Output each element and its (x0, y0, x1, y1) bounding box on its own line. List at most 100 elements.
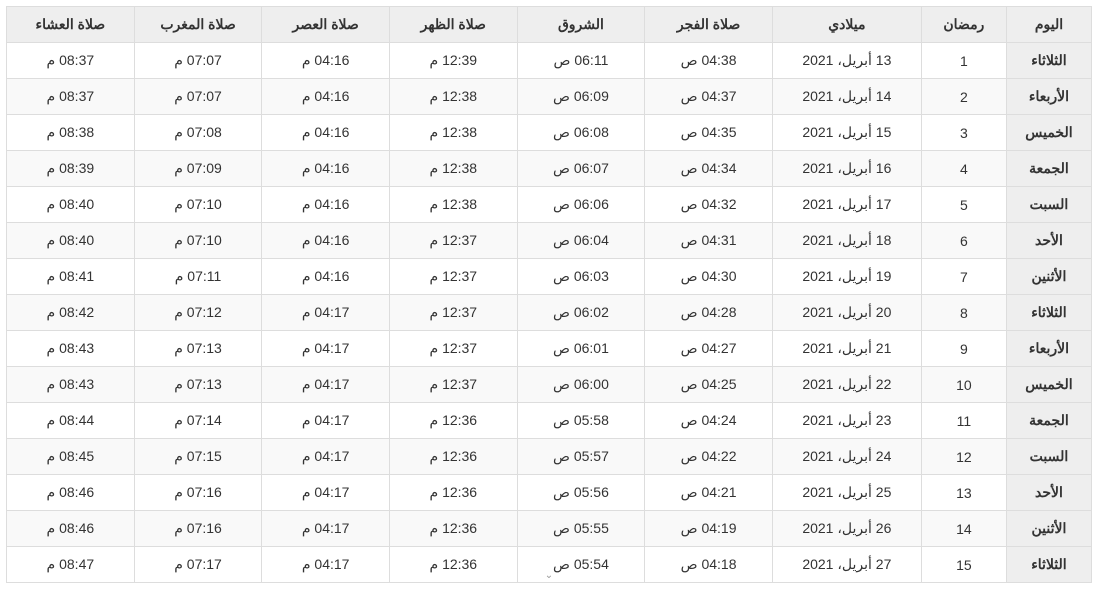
table-row: الثلاثاء113 أبريل، 202104:38 ص06:11 ص12:… (7, 43, 1092, 79)
table-cell: 04:17 م (262, 439, 390, 475)
table-cell: 20 أبريل، 2021 (772, 295, 921, 331)
table-cell: 04:17 م (262, 367, 390, 403)
table-cell: 04:30 ص (645, 259, 773, 295)
table-cell: 04:19 ص (645, 511, 773, 547)
table-cell: 08:43 م (7, 367, 135, 403)
col-dhuhr: صلاة الظهر (389, 7, 517, 43)
table-cell: 06:02 ص (517, 295, 645, 331)
table-cell: 07:16 م (134, 475, 262, 511)
table-cell: 08:37 م (7, 43, 135, 79)
col-isha: صلاة العشاء (7, 7, 135, 43)
table-row: الخميس315 أبريل، 202104:35 ص06:08 ص12:38… (7, 115, 1092, 151)
table-cell: 07:10 م (134, 223, 262, 259)
table-cell: 04:16 م (262, 79, 390, 115)
table-cell: 22 أبريل، 2021 (772, 367, 921, 403)
table-cell: 11 (921, 403, 1006, 439)
table-cell: الثلاثاء (1006, 547, 1091, 583)
table-cell: 08:41 م (7, 259, 135, 295)
table-cell: 6 (921, 223, 1006, 259)
table-cell: 5 (921, 187, 1006, 223)
table-cell: 05:55 ص (517, 511, 645, 547)
table-cell: 04:32 ص (645, 187, 773, 223)
table-cell: 04:22 ص (645, 439, 773, 475)
table-cell: 07:12 م (134, 295, 262, 331)
table-cell: 04:16 م (262, 259, 390, 295)
table-cell: 12:36 م (389, 403, 517, 439)
table-cell: الجمعة (1006, 403, 1091, 439)
table-cell: 04:16 م (262, 151, 390, 187)
table-cell: 06:11 ص (517, 43, 645, 79)
table-cell: 05:57 ص (517, 439, 645, 475)
table-cell: 12:37 م (389, 295, 517, 331)
table-cell: 3 (921, 115, 1006, 151)
table-cell: 12:38 م (389, 115, 517, 151)
table-cell: 08:45 م (7, 439, 135, 475)
table-cell: 08:38 م (7, 115, 135, 151)
table-cell: 21 أبريل، 2021 (772, 331, 921, 367)
col-sunrise: الشروق (517, 7, 645, 43)
table-cell: الجمعة (1006, 151, 1091, 187)
table-row: الجمعة1123 أبريل، 202104:24 ص05:58 ص12:3… (7, 403, 1092, 439)
table-cell: 12:39 م (389, 43, 517, 79)
table-cell: 07:16 م (134, 511, 262, 547)
table-cell: 04:31 ص (645, 223, 773, 259)
table-cell: 07:08 م (134, 115, 262, 151)
table-cell: 07:11 م (134, 259, 262, 295)
table-cell: الأحد (1006, 223, 1091, 259)
table-cell: الأحد (1006, 475, 1091, 511)
table-cell: 04:38 ص (645, 43, 773, 79)
table-cell: 04:18 ص (645, 547, 773, 583)
table-cell: 08:46 م (7, 475, 135, 511)
table-cell: 14 أبريل، 2021 (772, 79, 921, 115)
table-cell: 06:03 ص (517, 259, 645, 295)
table-row: الأحد618 أبريل، 202104:31 ص06:04 ص12:37 … (7, 223, 1092, 259)
table-cell: الأثنين (1006, 511, 1091, 547)
table-cell: 16 أبريل، 2021 (772, 151, 921, 187)
col-day: اليوم (1006, 7, 1091, 43)
table-row: الجمعة416 أبريل، 202104:34 ص06:07 ص12:38… (7, 151, 1092, 187)
table-cell: 08:40 م (7, 223, 135, 259)
table-cell: 23 أبريل، 2021 (772, 403, 921, 439)
table-cell: 12:38 م (389, 187, 517, 223)
table-cell: 04:17 م (262, 547, 390, 583)
table-cell: 05:56 ص (517, 475, 645, 511)
prayer-times-table: اليوم رمضان ميلادي صلاة الفجر الشروق صلا… (6, 6, 1092, 583)
table-row: الأثنين1426 أبريل، 202104:19 ص05:55 ص12:… (7, 511, 1092, 547)
table-cell: 06:06 ص (517, 187, 645, 223)
table-cell: 4 (921, 151, 1006, 187)
table-cell: 04:16 م (262, 187, 390, 223)
table-cell: 07:14 م (134, 403, 262, 439)
table-cell: الثلاثاء (1006, 295, 1091, 331)
table-cell: 08:44 م (7, 403, 135, 439)
table-cell: 08:40 م (7, 187, 135, 223)
table-cell: 12:38 م (389, 151, 517, 187)
table-cell: 27 أبريل، 2021 (772, 547, 921, 583)
table-cell: 04:17 م (262, 403, 390, 439)
table-cell: 19 أبريل، 2021 (772, 259, 921, 295)
table-cell: 07:15 م (134, 439, 262, 475)
table-cell: 08:42 م (7, 295, 135, 331)
table-cell: 04:17 م (262, 331, 390, 367)
table-cell: 9 (921, 331, 1006, 367)
table-cell: 04:25 ص (645, 367, 773, 403)
table-cell: 08:39 م (7, 151, 135, 187)
table-cell: 12:37 م (389, 259, 517, 295)
table-cell: 12:37 م (389, 223, 517, 259)
table-cell: 12:36 م (389, 439, 517, 475)
table-cell: 04:27 ص (645, 331, 773, 367)
col-gregorian: ميلادي (772, 7, 921, 43)
table-row: السبت1224 أبريل، 202104:22 ص05:57 ص12:36… (7, 439, 1092, 475)
table-cell: 12:36 م (389, 547, 517, 583)
table-cell: 08:37 م (7, 79, 135, 115)
table-cell: 17 أبريل، 2021 (772, 187, 921, 223)
table-cell: 2 (921, 79, 1006, 115)
table-row: الأربعاء214 أبريل، 202104:37 ص06:09 ص12:… (7, 79, 1092, 115)
table-cell: 08:46 م (7, 511, 135, 547)
col-ramadan: رمضان (921, 7, 1006, 43)
table-cell: 04:16 م (262, 115, 390, 151)
table-header: اليوم رمضان ميلادي صلاة الفجر الشروق صلا… (7, 7, 1092, 43)
table-cell: الثلاثاء (1006, 43, 1091, 79)
table-row: الأثنين719 أبريل، 202104:30 ص06:03 ص12:3… (7, 259, 1092, 295)
table-cell: 04:37 ص (645, 79, 773, 115)
table-cell: السبت (1006, 187, 1091, 223)
